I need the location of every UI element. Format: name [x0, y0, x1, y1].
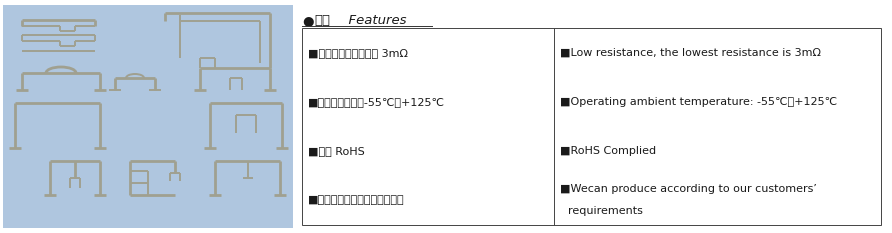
Text: ■可根据客户要求制作特殊成型: ■可根据客户要求制作特殊成型 — [308, 195, 405, 205]
Text: ■符合 RoHS: ■符合 RoHS — [308, 146, 365, 156]
Text: 特点: 特点 — [314, 14, 330, 27]
Text: ■阻値低，最低阻値为 3mΩ: ■阻値低，最低阻値为 3mΩ — [308, 48, 408, 58]
Text: ■RoHS Complied: ■RoHS Complied — [560, 146, 656, 156]
Text: ●: ● — [302, 14, 313, 27]
Text: Features: Features — [340, 14, 407, 27]
Text: ■Operating ambient temperature: -55℃～+125℃: ■Operating ambient temperature: -55℃～+12… — [560, 97, 837, 107]
Bar — [3, 5, 293, 228]
Text: ■Low resistance, the lowest resistance is 3mΩ: ■Low resistance, the lowest resistance i… — [560, 48, 821, 58]
Text: ■Wecan produce according to our customers’: ■Wecan produce according to our customer… — [560, 184, 817, 194]
Text: ■使用环境温度：-55℃～+125℃: ■使用环境温度：-55℃～+125℃ — [308, 97, 445, 107]
Bar — [302, 28, 881, 225]
Text: requirements: requirements — [568, 206, 643, 216]
